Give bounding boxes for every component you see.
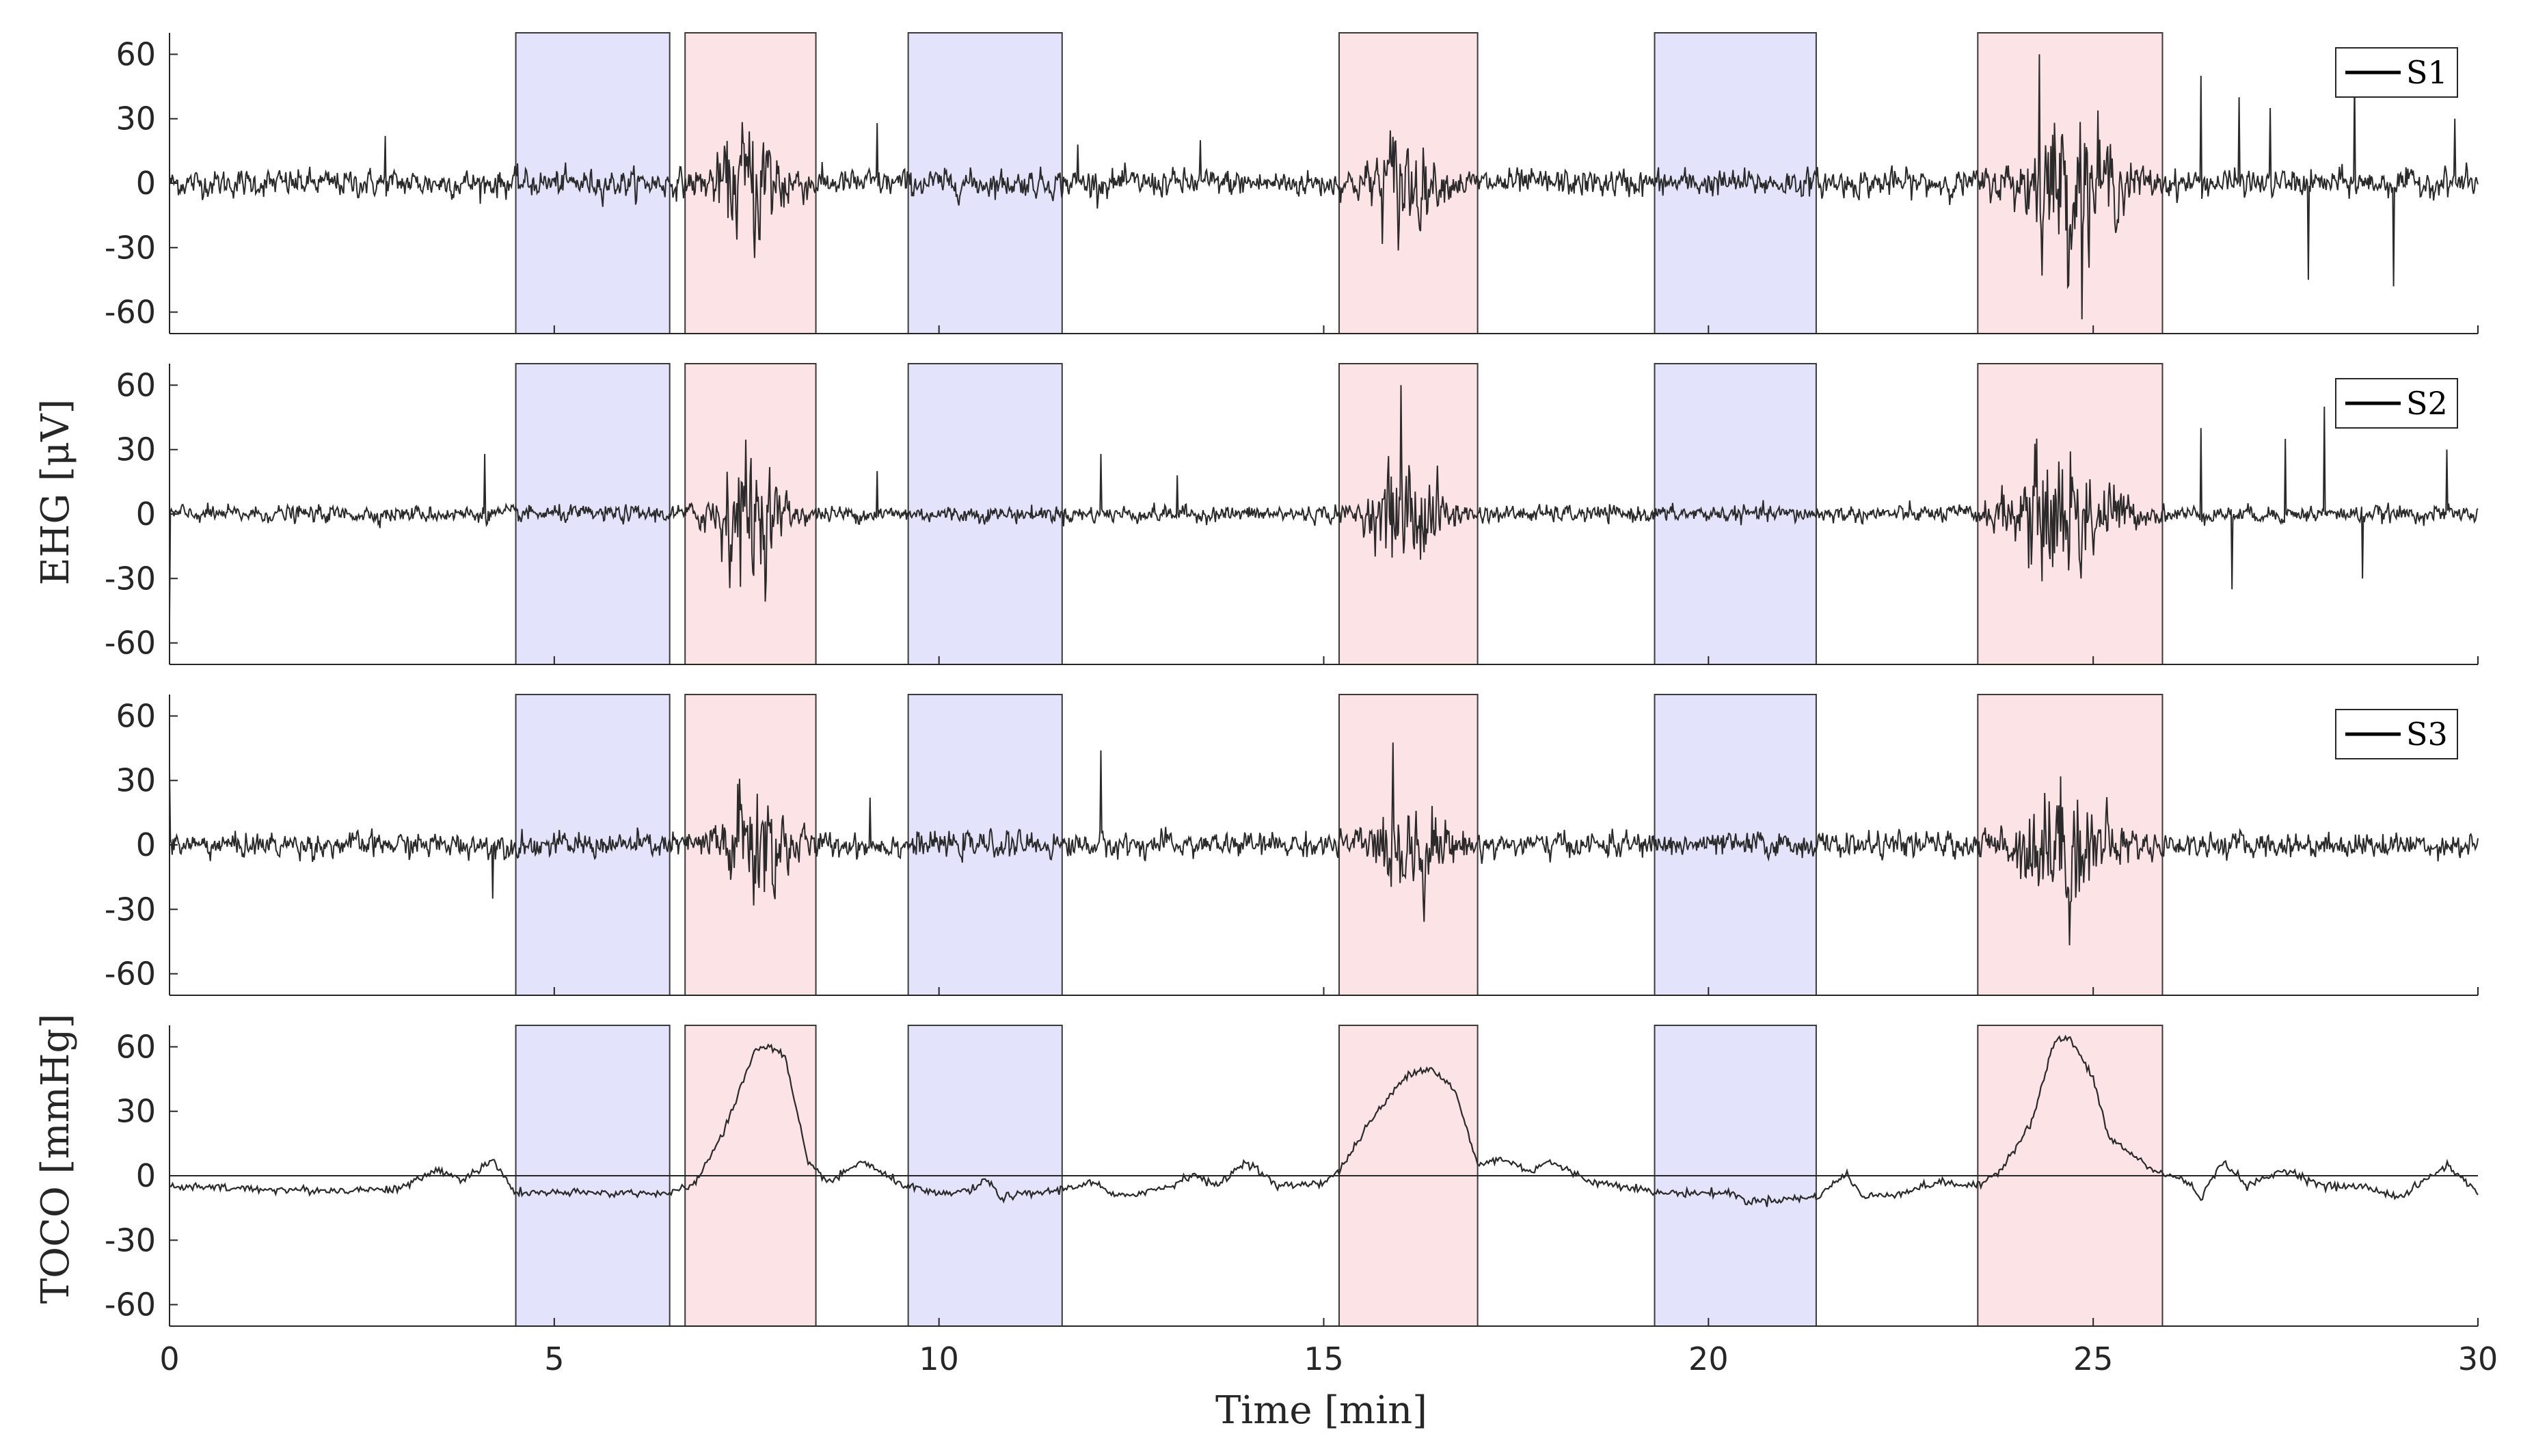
y-tick-label: 60 bbox=[116, 1028, 156, 1065]
x-tick-label: 5 bbox=[544, 1340, 564, 1377]
series-S2-line bbox=[169, 385, 2479, 622]
y-tick-label: 0 bbox=[136, 165, 156, 202]
legend-label-S1: S1 bbox=[2406, 54, 2448, 91]
y-tick-label: -60 bbox=[105, 1286, 156, 1323]
ylabel-ehg: EHG [μV] bbox=[33, 399, 78, 586]
y-tick-label: -30 bbox=[105, 891, 156, 928]
y-tick-label: 30 bbox=[116, 431, 156, 468]
x-tick-label: 25 bbox=[2073, 1340, 2114, 1377]
y-tick-label: -60 bbox=[105, 294, 156, 331]
ylabel-toco: TOCO [mmHg] bbox=[33, 1014, 78, 1304]
y-tick-label: -30 bbox=[105, 560, 156, 597]
y-tick-label: -30 bbox=[105, 1222, 156, 1258]
legend-label-S3: S3 bbox=[2406, 716, 2448, 753]
legend-label-S2: S2 bbox=[2406, 385, 2448, 422]
x-tick-label: 15 bbox=[1304, 1340, 1344, 1377]
non-contraction-region-1 bbox=[515, 32, 671, 334]
y-tick-label: 30 bbox=[116, 100, 156, 137]
non-contraction-region-1 bbox=[515, 694, 671, 996]
x-tick-label: 0 bbox=[159, 1340, 179, 1377]
panels: 60300-30-60S160300-30-60S260300-30-60S36… bbox=[105, 32, 2498, 1377]
x-tick-label: 10 bbox=[919, 1340, 959, 1377]
y-tick-label: -30 bbox=[105, 229, 156, 266]
y-tick-label: 60 bbox=[116, 697, 156, 734]
y-tick-label: 60 bbox=[116, 366, 156, 403]
x-tick-label: 20 bbox=[1688, 1340, 1729, 1377]
y-tick-label: 60 bbox=[116, 36, 156, 72]
panel-2: 60 30 0 -30 -60 S2 bbox=[105, 363, 2479, 665]
y-tick-label: 0 bbox=[136, 1157, 156, 1194]
legend-box bbox=[2335, 47, 2458, 98]
series-S1-line bbox=[169, 54, 2479, 320]
panel-1: 60 30 0 -30 -60 S1 bbox=[105, 32, 2479, 334]
series-toco-line bbox=[169, 1034, 2479, 1207]
y-tick-label: 30 bbox=[116, 762, 156, 799]
y-tick-label: 30 bbox=[116, 1093, 156, 1130]
contraction-region-6 bbox=[1977, 32, 2163, 334]
xlabel: Time [min] bbox=[1215, 1388, 1427, 1433]
panel-3: 60 30 0 -30 -60 S3 bbox=[105, 694, 2479, 996]
x-tick-label: 30 bbox=[2458, 1340, 2498, 1377]
y-tick-label: -60 bbox=[105, 625, 156, 662]
series-S3-line bbox=[169, 742, 2479, 945]
y-tick-label: -60 bbox=[105, 956, 156, 993]
y-tick-label: 0 bbox=[136, 826, 156, 863]
y-tick-label: 0 bbox=[136, 496, 156, 532]
